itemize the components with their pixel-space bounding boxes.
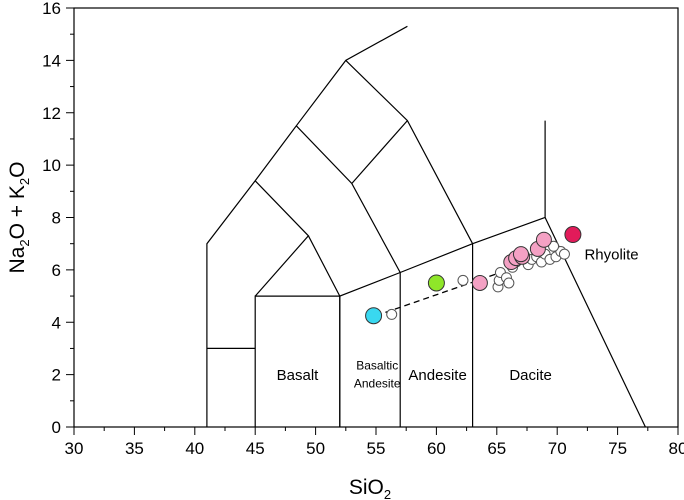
- field-label: Basalt: [277, 367, 320, 384]
- field-label: Rhyolite: [584, 246, 638, 263]
- field-boundary-line: [345, 59, 474, 244]
- x-axis-title: SiO2: [349, 476, 391, 500]
- data-point: [503, 277, 515, 289]
- data-point: [365, 307, 383, 325]
- y-tick-label: 10: [42, 156, 61, 175]
- x-tick-label: 45: [246, 439, 265, 458]
- x-tick-label: 50: [306, 439, 325, 458]
- y-tick-label: 4: [52, 313, 61, 332]
- field-boundary-line: [295, 125, 401, 273]
- data-point: [386, 308, 398, 320]
- field-label: Andesite: [354, 377, 401, 391]
- axes: 30 35 40 45 50 55 60 65 70 75 80 0 2 4 6 8 10 12 14 16: [42, 0, 684, 458]
- y-tick-label: 0: [52, 418, 61, 437]
- field-boundary-line: [307, 120, 546, 297]
- data-point: [548, 240, 560, 252]
- data-point: [471, 274, 488, 291]
- y-tick-label: 16: [42, 0, 61, 18]
- x-tick-label: 35: [125, 439, 144, 458]
- data-point: [512, 246, 529, 263]
- x-tick-label: 65: [487, 439, 506, 458]
- data-point: [427, 274, 445, 292]
- x-tick-label: 40: [185, 439, 204, 458]
- y-axis-title: Na2O + K2O: [6, 162, 32, 274]
- data-point: [535, 231, 552, 248]
- data-points: [365, 226, 582, 325]
- x-tick-label: 80: [669, 439, 684, 458]
- field-label: Andesite: [408, 367, 466, 384]
- data-point: [564, 226, 582, 244]
- field-boundary-line: [254, 295, 341, 427]
- y-tick-label: 8: [52, 209, 61, 228]
- x-tick-label: 70: [548, 439, 567, 458]
- data-point: [558, 248, 570, 260]
- x-tick-label: 55: [367, 439, 386, 458]
- x-tick-label: 75: [608, 439, 627, 458]
- axis-titles: SiO2 Na2O + K2O: [6, 162, 391, 500]
- x-tick-label: 30: [65, 439, 84, 458]
- field-label: Basaltic: [356, 358, 398, 372]
- rock-field-labels: Basalt Basaltic Andesite Andesite Dacite Rhyo…: [277, 246, 639, 390]
- y-tick-label: 14: [42, 51, 61, 70]
- field-boundary-line: [254, 180, 310, 297]
- y-tick-label: 2: [52, 366, 61, 385]
- y-tick-label: 12: [42, 104, 61, 123]
- dashed-trend-line: [375, 273, 498, 317]
- field-boundary-line: [351, 120, 408, 184]
- data-point: [457, 274, 469, 286]
- field-label: Dacite: [509, 367, 552, 384]
- x-tick-label: 60: [427, 439, 446, 458]
- y-tick-label: 6: [52, 261, 61, 280]
- field-boundary-line: [206, 25, 408, 427]
